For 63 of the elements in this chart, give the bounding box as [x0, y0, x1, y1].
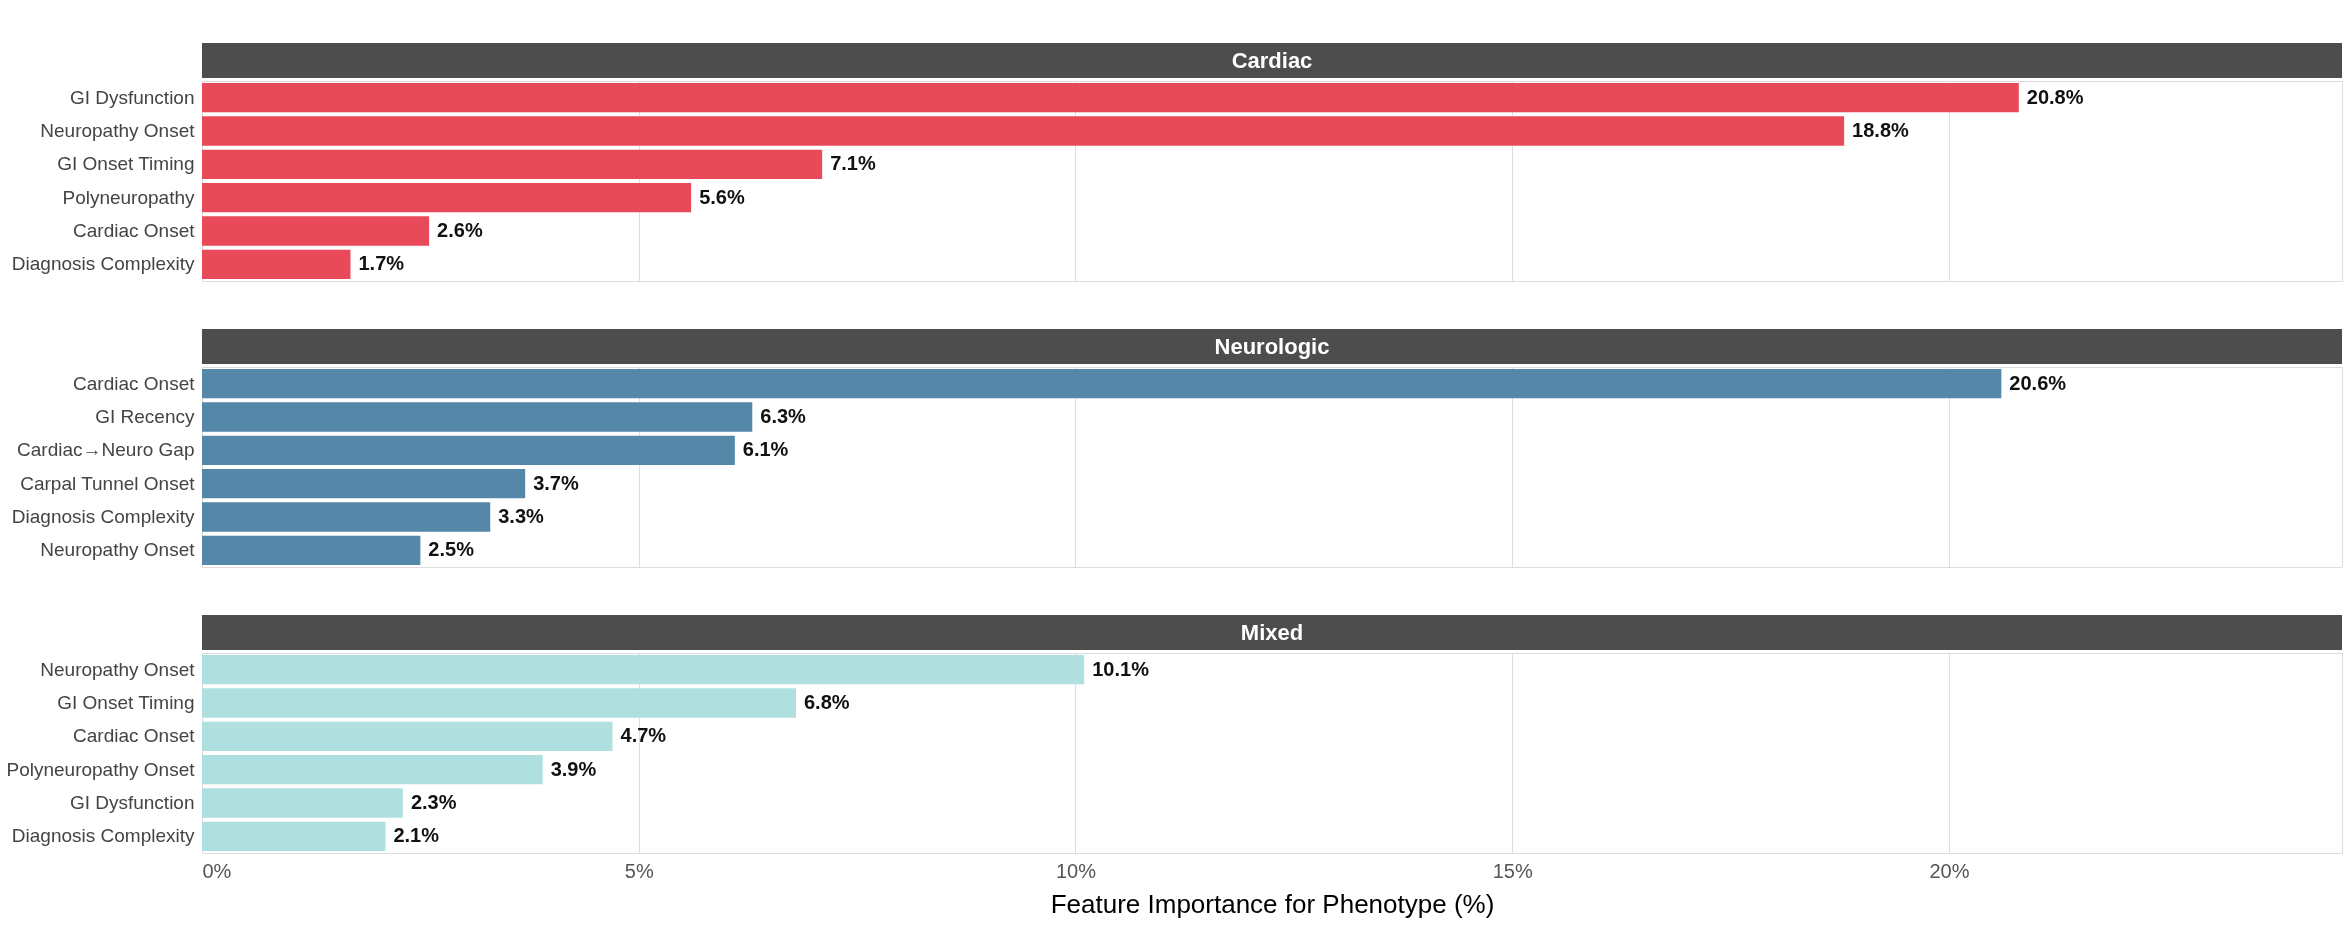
y-tick-label: GI Dysfunction	[69, 86, 195, 108]
x-axis-title: Feature Importance for Phenotype (%)	[1050, 888, 1495, 919]
bar	[202, 655, 1085, 685]
data-label: 4.7%	[620, 724, 667, 747]
bar	[202, 116, 1845, 146]
bar	[202, 183, 692, 213]
data-label: 3.3%	[498, 505, 545, 527]
data-label: 7.1%	[830, 152, 876, 175]
data-label: 2.6%	[437, 219, 483, 241]
y-tick-label: GI Recency	[95, 406, 195, 427]
y-tick-label: Neuropathy Onset	[40, 658, 196, 680]
data-label: 6.8%	[803, 691, 850, 713]
y-tick-label: GI Onset Timing	[57, 153, 195, 175]
bar	[202, 755, 543, 785]
bar	[202, 83, 2019, 113]
y-tick-label: Diagnosis Complexity	[11, 506, 195, 527]
chart-title: Neurologic	[1214, 334, 1330, 359]
x-tick-label: 10%	[1055, 859, 1097, 882]
data-label: 6.3%	[760, 405, 807, 427]
bar	[202, 469, 526, 499]
bar	[202, 249, 351, 279]
bar	[202, 149, 823, 179]
y-tick-label: Polyneuropathy Onset	[6, 758, 196, 780]
y-tick-label: Diagnosis Complexity	[11, 825, 195, 847]
x-tick-label: 15%	[1492, 859, 1533, 882]
y-tick-label: Cardiac Onset	[73, 372, 196, 394]
bar	[202, 821, 386, 851]
data-label: 1.7%	[358, 252, 405, 275]
y-tick-label: Cardiac Onset	[73, 220, 196, 241]
bar	[202, 788, 403, 818]
data-label: 5.6%	[699, 185, 745, 208]
y-tick-label: Neuropathy Onset	[40, 539, 196, 561]
data-label: 3.9%	[550, 757, 597, 780]
y-tick-label: Polyneuropathy	[62, 186, 195, 208]
bar	[202, 502, 491, 532]
y-tick-label: Cardiac Onset	[73, 725, 196, 747]
data-label: 6.1%	[742, 438, 789, 461]
data-label: 2.5%	[428, 538, 475, 561]
y-tick-label: Carpal Tunnel Onset	[20, 472, 196, 494]
chart-title: Cardiac	[1231, 48, 1313, 73]
x-tick-label: 20%	[1929, 859, 1970, 882]
y-tick-label: GI Dysfunction	[69, 792, 195, 813]
y-tick-label: GI Onset Timing	[57, 692, 195, 713]
data-label: 20.8%	[2026, 85, 2084, 108]
bar	[202, 688, 796, 718]
x-tick-label: 5%	[624, 859, 654, 882]
bar	[202, 721, 613, 751]
bar	[202, 535, 421, 565]
bar	[202, 369, 2002, 399]
bar	[202, 435, 735, 465]
data-label: 2.3%	[410, 791, 457, 813]
data-label: 3.7%	[533, 471, 579, 494]
bar	[202, 216, 430, 246]
chart-title: Mixed	[1240, 620, 1304, 645]
data-label: 18.8%	[1852, 119, 1910, 141]
bar	[202, 402, 753, 432]
data-label: 10.1%	[1092, 657, 1150, 680]
data-label: 2.1%	[393, 824, 440, 847]
data-label: 20.6%	[2009, 371, 2067, 394]
x-tick-label: 0%	[202, 859, 232, 882]
y-tick-label: Neuropathy Onset	[40, 120, 196, 141]
y-tick-label: Cardiac→Neuro Gap	[17, 439, 195, 461]
y-tick-label: Diagnosis Complexity	[11, 253, 195, 275]
